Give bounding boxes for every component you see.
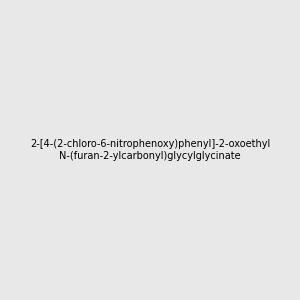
Text: 2-[4-(2-chloro-6-nitrophenoxy)phenyl]-2-oxoethyl N-(furan-2-ylcarbonyl)glycylgly: 2-[4-(2-chloro-6-nitrophenoxy)phenyl]-2-… bbox=[30, 139, 270, 161]
